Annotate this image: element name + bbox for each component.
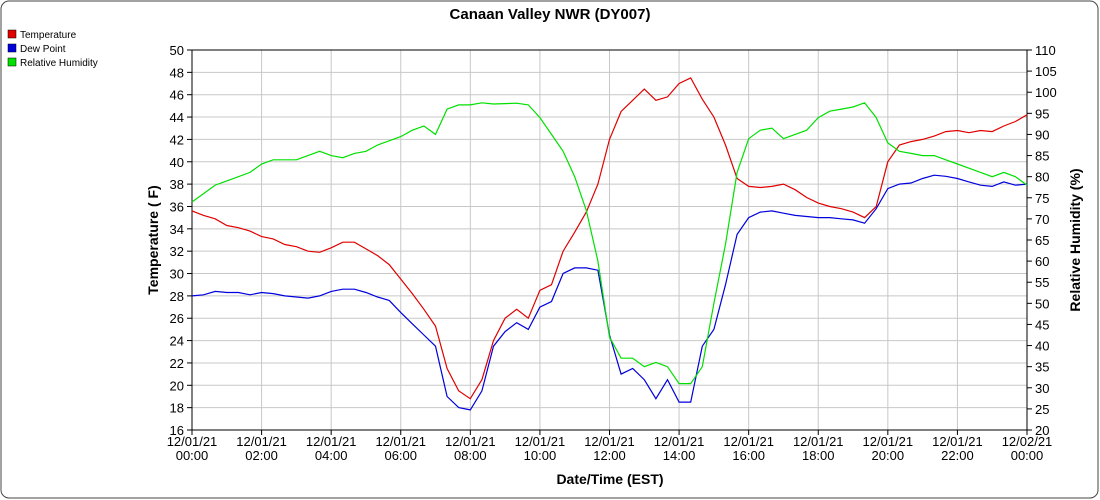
y2-tick-label: 35 <box>1035 360 1049 375</box>
x-tick-time: 18:00 <box>802 448 835 463</box>
x-tick-label: 12/01/21 22:00 <box>932 434 983 463</box>
x-tick-label: 12/01/21 14:00 <box>654 434 705 463</box>
x-tick-date: 12/01/21 <box>932 434 983 449</box>
x-tick-date: 12/01/21 <box>863 434 914 449</box>
y2-tick-label: 80 <box>1035 170 1049 185</box>
y2-tick-label: 60 <box>1035 254 1049 269</box>
x-tick-date: 12/01/21 <box>584 434 635 449</box>
x-tick-date: 12/01/21 <box>654 434 705 449</box>
y2-tick-label: 40 <box>1035 339 1049 354</box>
x-tick-time: 00:00 <box>1011 448 1044 463</box>
y2-tick-label: 20 <box>1035 423 1049 438</box>
legend-label: Temperature <box>20 30 77 41</box>
x-tick-time: 16:00 <box>732 448 765 463</box>
y2-tick-label: 75 <box>1035 191 1049 206</box>
legend-swatch <box>7 43 17 53</box>
x-tick-time: 06:00 <box>384 448 417 463</box>
y-tick-label: 34 <box>170 222 184 237</box>
y-tick-label: 42 <box>170 132 184 147</box>
y-tick-label: 36 <box>170 199 184 214</box>
x-tick-label: 12/01/21 16:00 <box>723 434 774 463</box>
x-tick-label: 12/01/21 12:00 <box>584 434 635 463</box>
legend-label: Relative Humidity <box>20 58 98 69</box>
series-line <box>191 102 1028 385</box>
y-tick-label: 48 <box>170 65 184 80</box>
legend-swatch <box>7 29 17 39</box>
plot-frame <box>191 49 1028 431</box>
y-tick-label: 40 <box>170 155 184 170</box>
legend-swatch <box>7 57 17 67</box>
chart-title: Canaan Valley NWR (DY007) <box>450 6 651 23</box>
legend-label: Dew Point <box>20 44 66 55</box>
series-line <box>191 77 1028 400</box>
x-tick-label: 12/01/21 00:00 <box>167 434 218 463</box>
y2-tick-label: 90 <box>1035 127 1049 142</box>
y2-tick-label: 105 <box>1035 64 1057 79</box>
y2-tick-label: 45 <box>1035 317 1049 332</box>
x-tick-date: 12/01/21 <box>445 434 496 449</box>
x-tick-time: 04:00 <box>315 448 348 463</box>
x-tick-label: 12/02/21 00:00 <box>1002 434 1053 463</box>
x-tick-date: 12/01/21 <box>793 434 844 449</box>
x-tick-date: 12/01/21 <box>306 434 357 449</box>
y-tick-label: 22 <box>170 356 184 371</box>
y2-axis-label: Relative Humidity (%) <box>1067 168 1083 311</box>
x-tick-label: 12/01/21 08:00 <box>445 434 496 463</box>
y2-tick-label: 110 <box>1035 43 1056 58</box>
x-tick-time: 00:00 <box>176 448 209 463</box>
y-tick-label: 26 <box>170 311 184 326</box>
x-tick-time: 10:00 <box>524 448 557 463</box>
y-tick-label: 44 <box>170 110 184 125</box>
x-tick-label: 12/01/21 20:00 <box>863 434 914 463</box>
y-tick-label: 16 <box>170 423 184 438</box>
x-tick-date: 12/01/21 <box>375 434 426 449</box>
y-tick-label: 38 <box>170 177 184 192</box>
x-tick-label: 12/01/21 06:00 <box>375 434 426 463</box>
y2-tick-label: 65 <box>1035 233 1049 248</box>
y2-tick-label: 30 <box>1035 381 1049 396</box>
x-tick-label: 12/01/21 18:00 <box>793 434 844 463</box>
y-tick-label: 32 <box>170 244 184 259</box>
y-tick-label: 28 <box>170 289 184 304</box>
y2-tick-label: 95 <box>1035 106 1049 121</box>
y2-tick-label: 100 <box>1035 85 1057 100</box>
x-tick-time: 02:00 <box>245 448 278 463</box>
x-tick-date: 12/01/21 <box>236 434 287 449</box>
y-tick-label: 24 <box>170 334 184 349</box>
x-tick-date: 12/02/21 <box>1002 434 1053 449</box>
x-tick-date: 12/01/21 <box>167 434 218 449</box>
y2-tick-label: 25 <box>1035 402 1049 417</box>
y-tick-label: 18 <box>170 401 184 416</box>
y2-tick-label: 50 <box>1035 296 1049 311</box>
y-tick-label: 46 <box>170 88 184 103</box>
x-tick-time: 12:00 <box>593 448 626 463</box>
y2-tick-label: 85 <box>1035 149 1049 164</box>
x-tick-date: 12/01/21 <box>515 434 566 449</box>
x-tick-time: 14:00 <box>663 448 696 463</box>
y-tick-label: 50 <box>170 43 184 58</box>
x-axis-label: Date/Time (EST) <box>556 471 663 487</box>
x-tick-time: 08:00 <box>454 448 487 463</box>
x-tick-date: 12/01/21 <box>723 434 774 449</box>
x-tick-label: 12/01/21 10:00 <box>515 434 566 463</box>
x-tick-time: 20:00 <box>872 448 905 463</box>
y-tick-label: 30 <box>170 267 184 282</box>
x-tick-label: 12/01/21 02:00 <box>236 434 287 463</box>
x-tick-label: 12/01/21 04:00 <box>306 434 357 463</box>
y-axis-label: Temperature ( F) <box>145 185 161 294</box>
y2-tick-label: 55 <box>1035 275 1049 290</box>
x-tick-time: 22:00 <box>941 448 974 463</box>
y2-tick-label: 70 <box>1035 212 1049 227</box>
y-tick-label: 20 <box>170 378 184 393</box>
